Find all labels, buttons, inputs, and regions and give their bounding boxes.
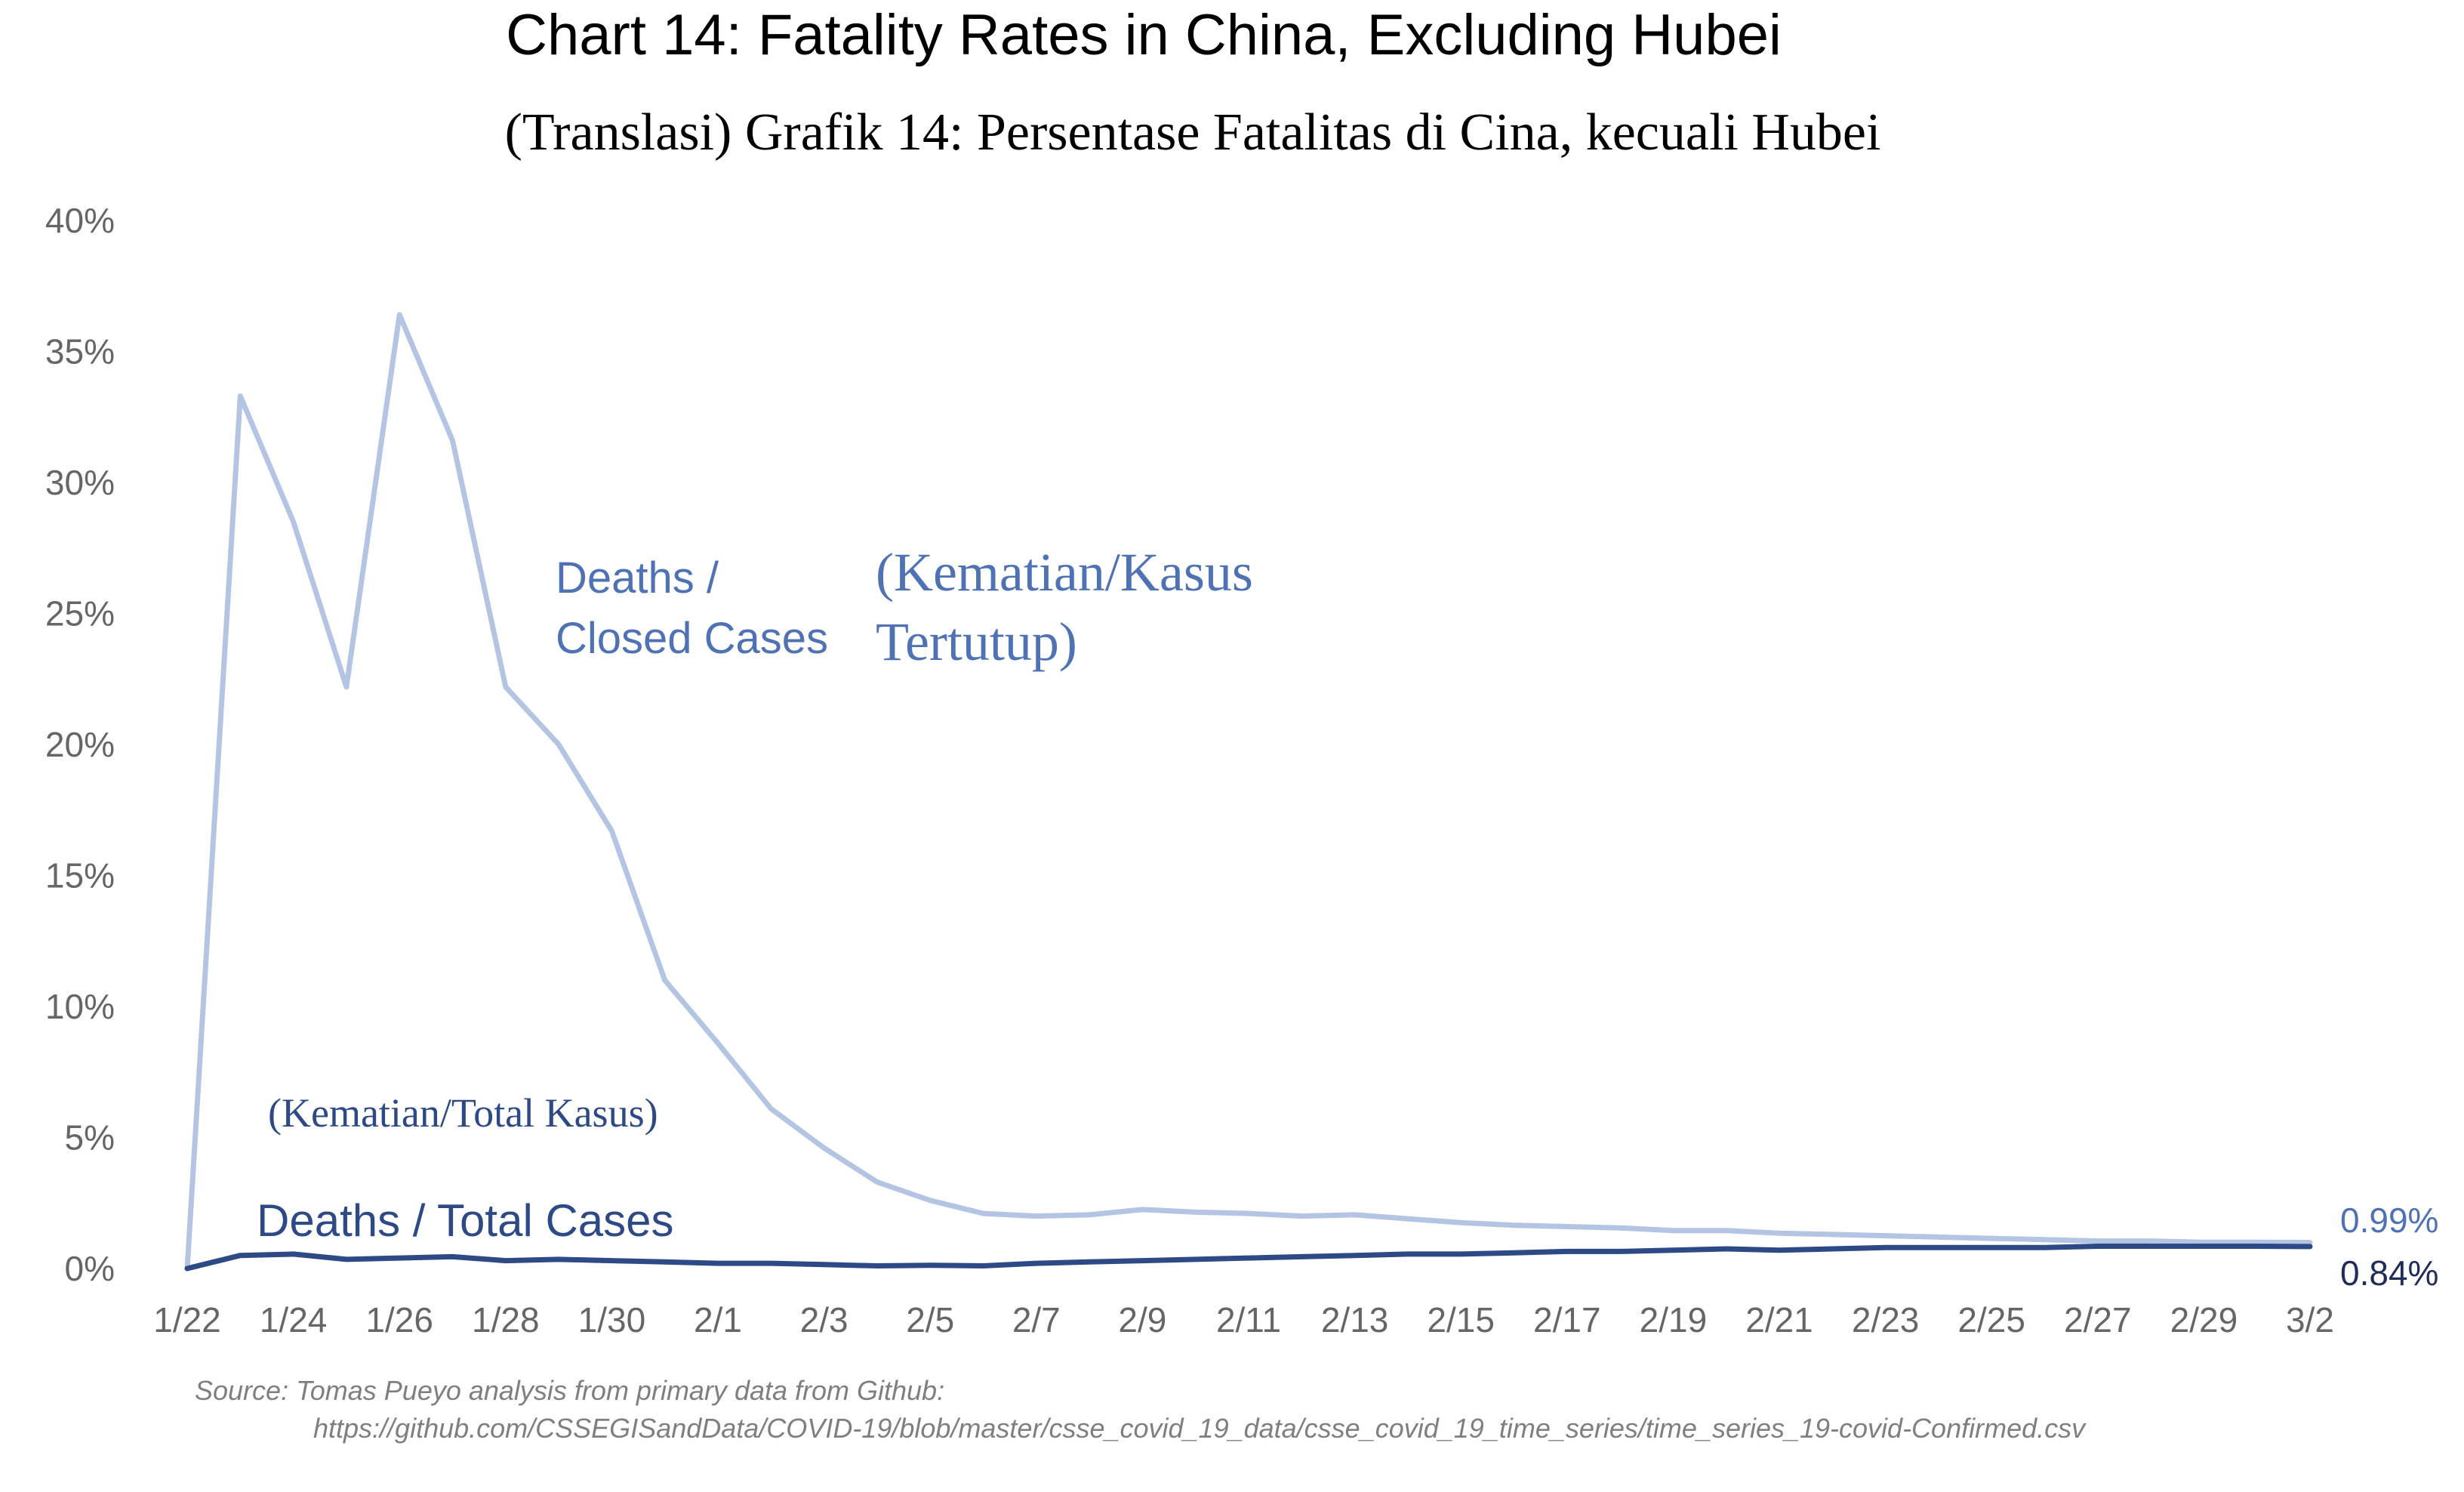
x-tick-label: 2/5 [906, 1300, 954, 1339]
x-tick-label: 1/30 [578, 1300, 646, 1339]
closed-cases-translation-line-1: (Kematian/Kasus [876, 542, 1253, 603]
x-tick-label: 1/26 [365, 1300, 433, 1339]
closed-cases-line [184, 312, 2313, 1272]
closed-cases-translation-line-2: Tertutup) [876, 612, 1077, 672]
y-tick-label: 30% [45, 463, 115, 502]
y-tick-label: 25% [45, 594, 115, 633]
y-tick-label: 15% [45, 856, 115, 896]
x-tick-label: 3/2 [2286, 1300, 2334, 1339]
chart-subtitle: (Translasi) Grafik 14: Persentase Fatali… [505, 103, 1881, 162]
total-cases-translation: (Kematian/Total Kasus) [268, 1090, 658, 1136]
x-tick-label: 2/1 [694, 1300, 742, 1339]
x-tick-label: 2/9 [1118, 1300, 1166, 1339]
y-axis-tick-labels: 0% 5% 10% 15% 20% 25% 30% 35% 40% [45, 201, 115, 1288]
total-cases-line [184, 1244, 2313, 1272]
closed-cases-label-line-1: Deaths / [556, 553, 719, 603]
x-tick-label: 2/17 [1533, 1300, 1601, 1339]
closed-cases-end-value: 0.99% [2340, 1201, 2438, 1240]
x-tick-label: 2/29 [2170, 1300, 2238, 1339]
closed-cases-label-line-2: Closed Cases [556, 614, 828, 663]
source-url: https://github.com/CSSEGISandData/COVID-… [313, 1413, 2087, 1444]
total-cases-end-value: 0.84% [2340, 1253, 2438, 1293]
x-tick-label: 2/3 [800, 1300, 849, 1339]
y-tick-label: 10% [45, 987, 115, 1026]
x-tick-label: 2/21 [1745, 1300, 1813, 1339]
x-tick-label: 1/24 [260, 1300, 328, 1339]
y-tick-label: 20% [45, 725, 115, 764]
total-cases-label: Deaths / Total Cases [257, 1195, 674, 1246]
x-tick-label: 2/7 [1012, 1300, 1061, 1339]
x-tick-label: 2/19 [1640, 1300, 1708, 1339]
x-tick-label: 2/15 [1427, 1300, 1495, 1339]
y-tick-label: 5% [65, 1118, 115, 1158]
closed-cases-translation: (Kematian/Kasus Tertutup) [876, 542, 1267, 672]
source-note: Source: Tomas Pueyo analysis from primar… [195, 1375, 944, 1406]
x-tick-label: 2/11 [1216, 1300, 1281, 1339]
chart-title: Chart 14: Fatality Rates in China, Exclu… [506, 3, 1782, 67]
x-tick-label: 1/22 [153, 1300, 221, 1339]
x-tick-label: 1/28 [472, 1300, 540, 1339]
x-tick-label: 2/25 [1957, 1300, 2025, 1339]
x-tick-label: 2/23 [1852, 1300, 1920, 1339]
x-tick-label: 2/27 [2064, 1300, 2132, 1339]
y-tick-label: 40% [45, 201, 115, 240]
y-tick-label: 0% [65, 1249, 115, 1288]
x-tick-label: 2/13 [1321, 1300, 1389, 1339]
series-lines [184, 312, 2313, 1272]
y-tick-label: 35% [45, 332, 115, 371]
x-axis-tick-labels: 1/22 1/24 1/26 1/28 1/30 2/1 2/3 2/5 2/7 2/9 2/11 2… [153, 1300, 2334, 1339]
closed-cases-label: Deaths / Closed Cases [556, 553, 828, 663]
